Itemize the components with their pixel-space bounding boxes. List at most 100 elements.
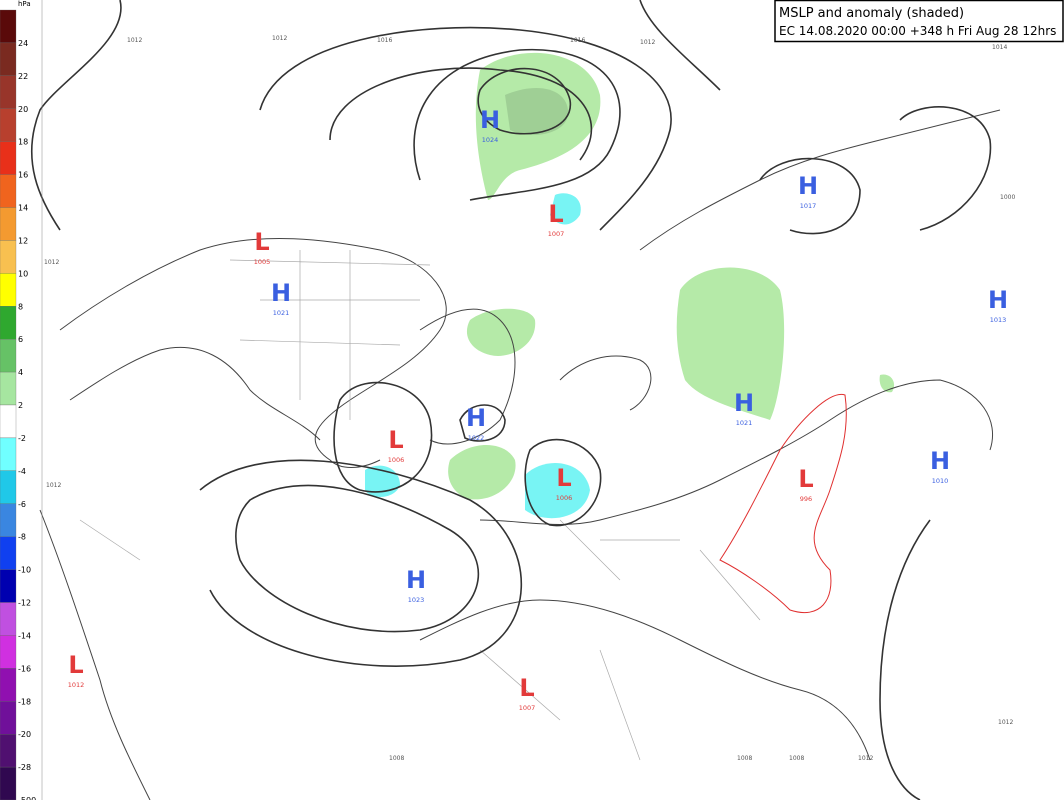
center-pressure: 1022: [468, 434, 485, 442]
colorbar-swatch: [0, 371, 17, 406]
center-pressure: 1006: [556, 494, 573, 502]
colorbar-swatch: [0, 668, 17, 702]
anomaly-shading: [365, 52, 895, 519]
colorbar-label: 20: [18, 105, 28, 114]
center-symbol: L: [519, 674, 534, 702]
colorbar-swatch: [0, 207, 17, 241]
isobar-label: 1012: [127, 37, 142, 44]
colorbar-swatch: [0, 75, 17, 109]
isobar-label: 1000: [1000, 194, 1015, 201]
center-pressure: 1007: [548, 230, 565, 238]
center-symbol: H: [480, 106, 500, 134]
colorbar-label: 22: [18, 72, 28, 81]
colorbar: hPa 24 22 20 18 16 14 12 10 8 6 4 2 -2 -4 -6 -8 -10 -12 -1…: [0, 0, 43, 800]
colorbar-swatch: [0, 569, 17, 603]
colorbar-swatch: [0, 9, 17, 44]
title: MSLP and anomaly (shaded): [779, 6, 964, 21]
colorbar-label: -8: [18, 533, 26, 542]
colorbar-label: 2: [18, 401, 23, 410]
colorbar-label: 18: [18, 138, 28, 147]
colorbar-swatch: [0, 766, 17, 800]
colorbar-label: -500: [18, 796, 36, 800]
center-symbol: L: [254, 228, 269, 256]
colorbar-label: 16: [18, 171, 28, 180]
center-symbol: L: [68, 651, 83, 679]
colorbar-label: 14: [18, 204, 28, 213]
colorbar-swatch: [0, 470, 17, 504]
colorbar-label: 24: [18, 39, 28, 48]
colorbar-label: 12: [18, 236, 28, 245]
isobar-label: 1012: [858, 755, 873, 762]
center-symbol: H: [271, 279, 291, 307]
colorbar-label: -6: [18, 500, 26, 509]
colorbar-label: -18: [18, 697, 31, 706]
center-pressure: 1012: [68, 681, 85, 689]
colorbar-swatch: [0, 701, 17, 735]
center-symbol: L: [388, 426, 403, 454]
isobar-label: 1012: [998, 719, 1013, 726]
colorbar-label: 4: [18, 368, 23, 377]
center-symbol: H: [466, 404, 486, 432]
colorbar-swatch: [0, 404, 17, 439]
isobars: [31, 0, 992, 800]
center-pressure: 1006: [388, 456, 405, 464]
center-symbol: H: [798, 172, 818, 200]
center-symbol: H: [988, 286, 1008, 314]
center-symbol: H: [734, 389, 754, 417]
isobar-label: 1014: [992, 44, 1007, 51]
colorbar-swatch: [0, 273, 17, 307]
isobar-label: 1012: [46, 482, 61, 489]
center-pressure: 1024: [482, 136, 499, 144]
colorbar-swatch: [0, 42, 17, 76]
isobar-label: 1012: [44, 259, 59, 266]
coastlines: [39, 109, 1001, 800]
center-pressure: 996: [800, 495, 812, 503]
pressure-centers: H 1024 L 1007 H 1017 L 1005 H 1021 H 1013 H 1021 L 1006…: [68, 106, 1008, 712]
colorbar-label: -16: [18, 664, 31, 673]
center-symbol: L: [556, 464, 571, 492]
colorbar-label: -12: [18, 599, 31, 608]
isobar-label: 1012: [272, 35, 287, 42]
colorbar-label: -10: [18, 566, 31, 575]
colorbar-label: -14: [18, 631, 31, 640]
colorbar-label: 8: [18, 302, 23, 311]
colorbar-label: -20: [18, 730, 31, 739]
center-pressure: 1005: [254, 258, 271, 266]
colorbar-unit: hPa: [18, 0, 31, 8]
subtitle: EC 14.08.2020 00:00 +348 h Fri Aug 28 12…: [779, 24, 1056, 38]
colorbar-swatch: [0, 503, 17, 537]
center-pressure: 1021: [736, 419, 753, 427]
center-pressure: 1007: [519, 704, 536, 712]
colorbar-swatch: [0, 174, 17, 208]
colorbar-label: -28: [18, 763, 31, 772]
colorbar-label: -2: [18, 434, 26, 443]
center-pressure: 1010: [932, 477, 949, 485]
colorbar-swatch: [0, 306, 17, 340]
colorbar-swatch: [0, 635, 17, 669]
isobar-label: 1016: [377, 37, 392, 44]
center-symbol: L: [548, 200, 563, 228]
center-pressure: 1021: [273, 309, 290, 317]
title-box: MSLP and anomaly (shaded) EC 14.08.2020 …: [774, 0, 1064, 43]
center-symbol: L: [798, 465, 813, 493]
center-pressure: 1017: [800, 202, 817, 210]
center-symbol: H: [930, 447, 950, 475]
isobar-label: 1016: [570, 37, 585, 44]
center-pressure: 1023: [408, 596, 425, 604]
center-symbol: H: [406, 566, 426, 594]
colorbar-swatch: [0, 108, 17, 142]
anomaly-contour: [719, 394, 847, 614]
center-pressure: 1013: [990, 316, 1007, 324]
colorbar-swatch: [0, 734, 17, 768]
colorbar-swatch: [0, 141, 17, 175]
colorbar-label: 10: [18, 269, 28, 278]
colorbar-swatch: [0, 437, 17, 471]
isobar-label: 1008: [789, 755, 804, 762]
isobar-label: 1012: [640, 39, 655, 46]
colorbar-swatch: [0, 536, 17, 570]
isobar-label: 1008: [737, 755, 752, 762]
colorbar-swatch: [0, 339, 17, 373]
colorbar-label: 6: [18, 335, 23, 344]
colorbar-swatch: [0, 240, 17, 274]
